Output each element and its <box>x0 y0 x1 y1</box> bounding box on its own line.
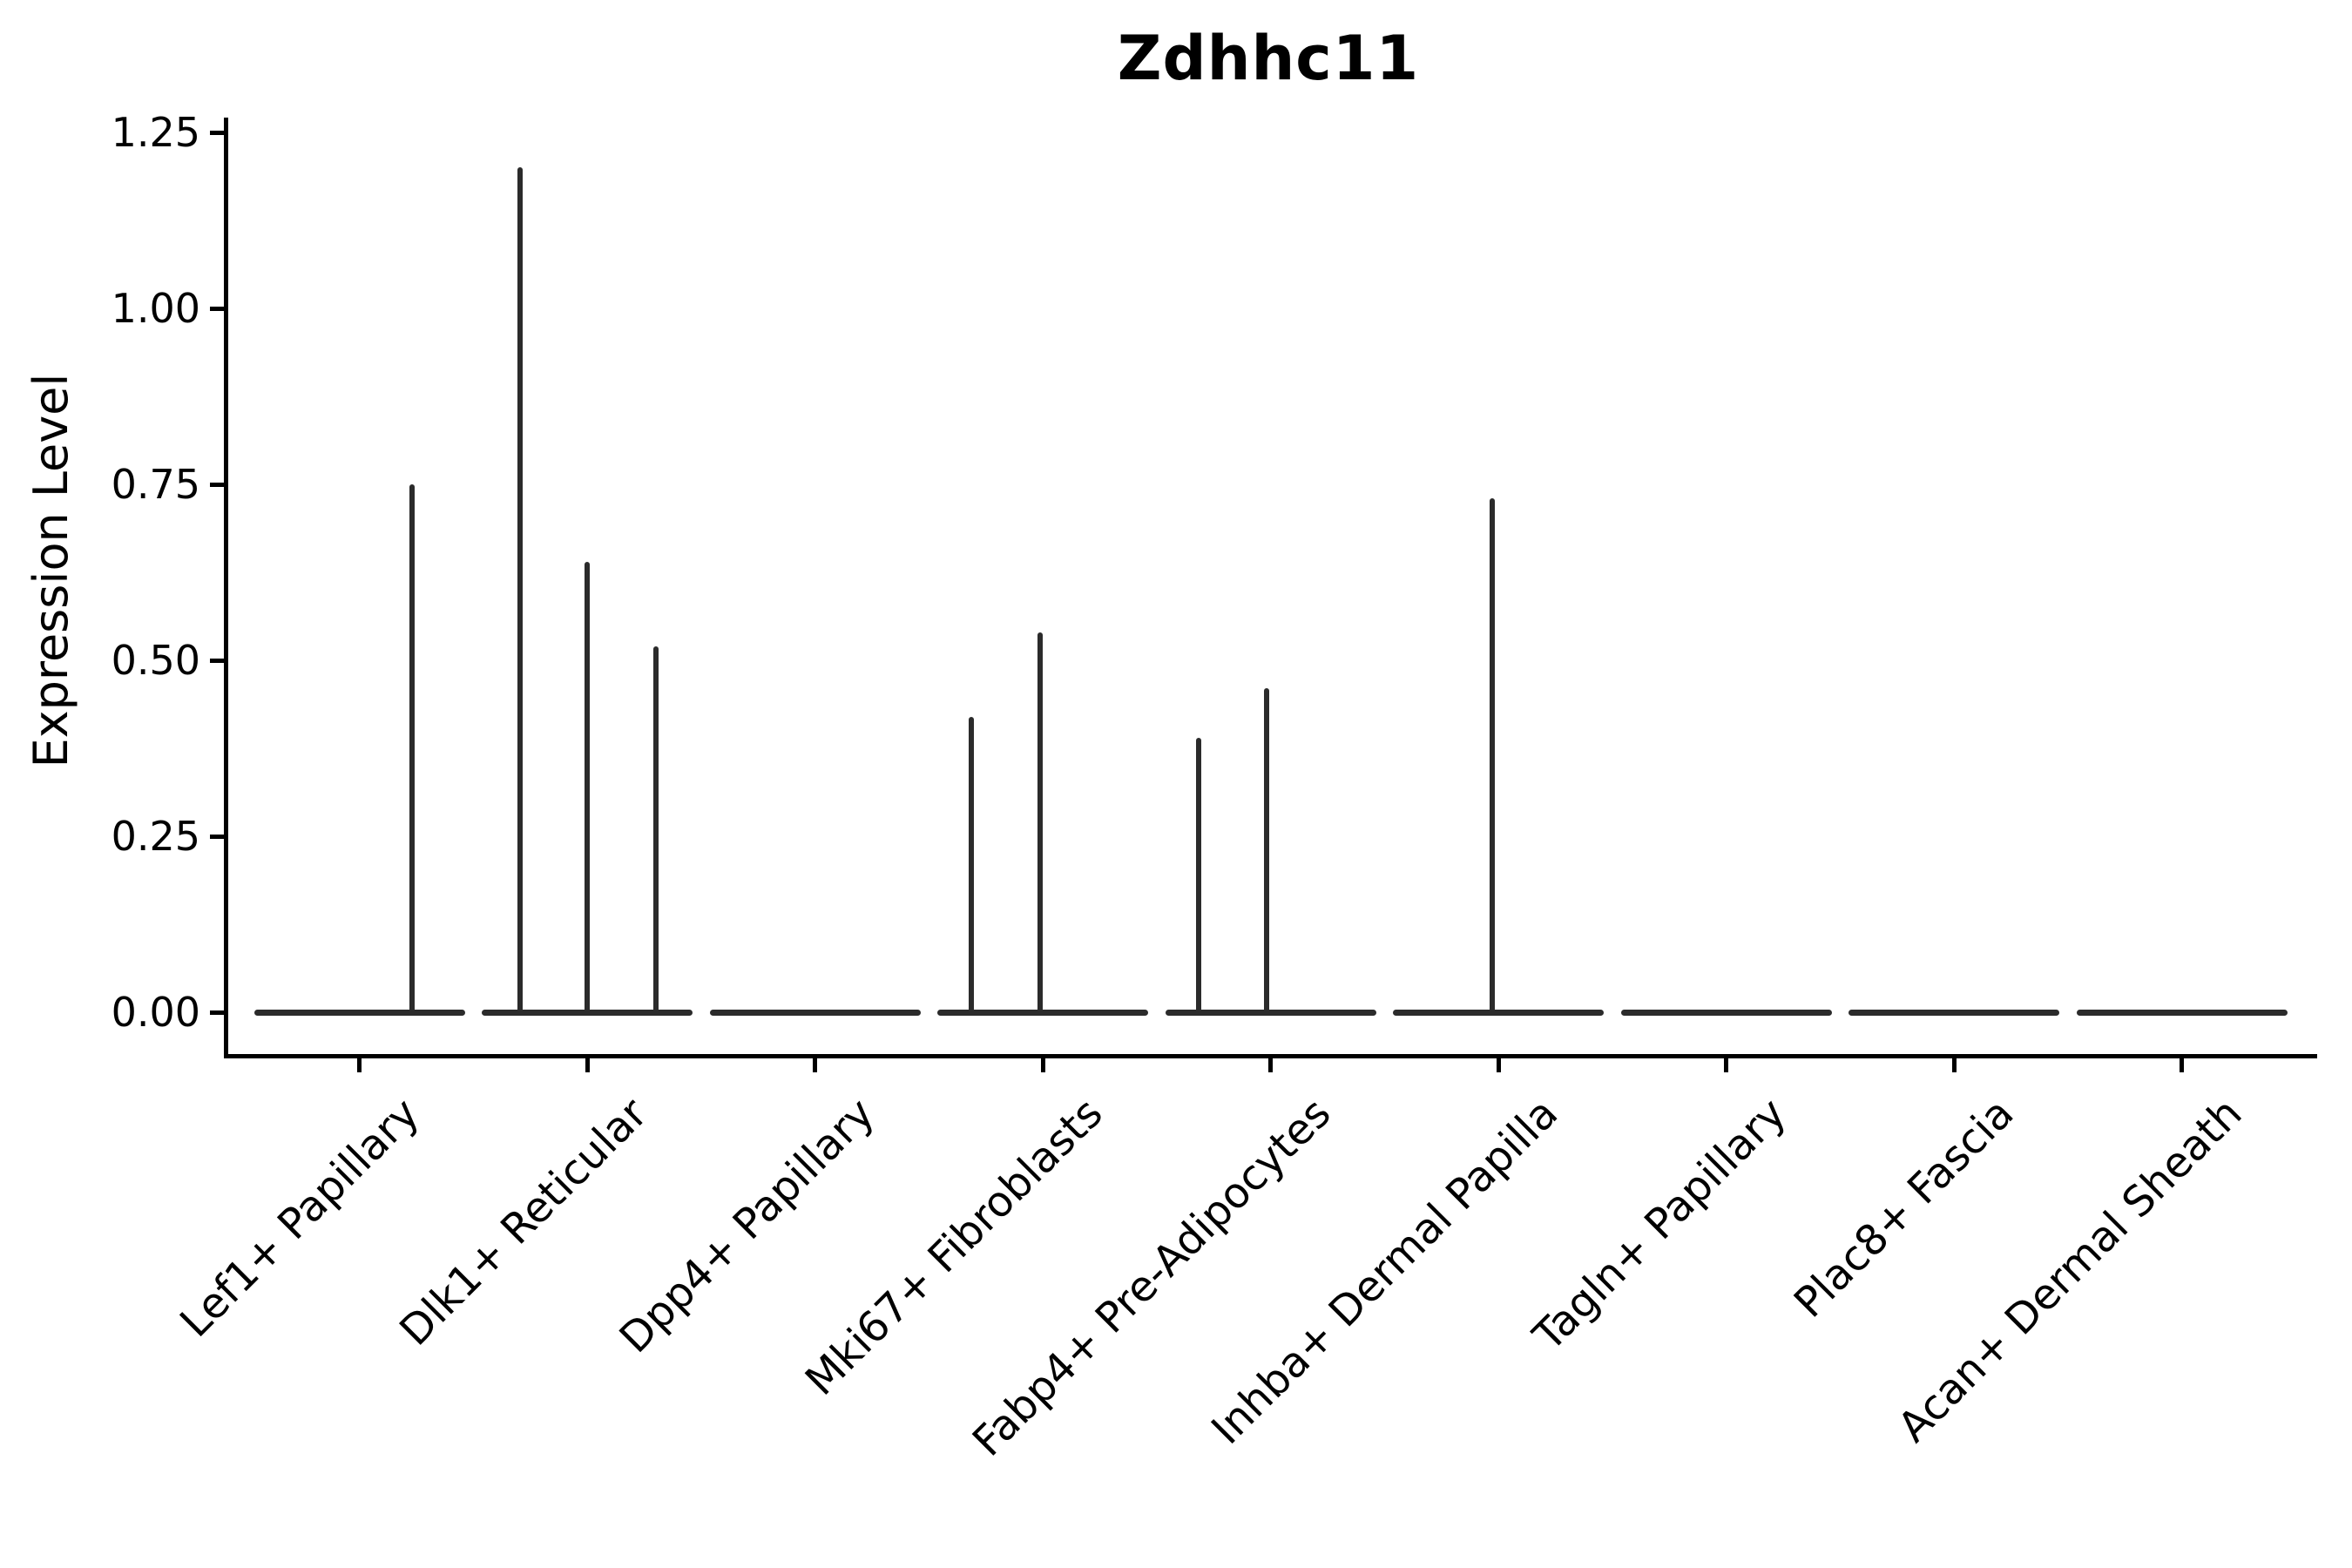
y-tick-label: 0.25 <box>111 813 200 860</box>
violin-spike <box>653 645 659 1015</box>
violin-spike <box>1490 498 1495 1015</box>
violin-spike <box>1195 737 1201 1015</box>
violin-spike <box>1037 632 1043 1015</box>
y-tick <box>210 1010 224 1015</box>
x-tick-label: Dlk1+ Reticular <box>389 1089 657 1355</box>
x-tick <box>357 1058 362 1072</box>
y-tick-label: 1.25 <box>111 109 200 156</box>
violin-baseline <box>709 1009 921 1016</box>
violin-spike <box>409 484 415 1015</box>
violin-baseline <box>1848 1009 2059 1016</box>
violin-baseline <box>1165 1009 1376 1016</box>
x-tick <box>1951 1058 1957 1072</box>
violin-baseline <box>937 1009 1148 1016</box>
violin-baseline <box>253 1009 465 1016</box>
x-tick <box>1496 1058 1501 1072</box>
violin-baseline <box>1393 1009 1604 1016</box>
y-tick <box>210 834 224 839</box>
x-tick-label: Lef1+ Papillary <box>171 1089 429 1347</box>
x-tick <box>1040 1058 1045 1072</box>
y-tick <box>210 482 224 487</box>
y-tick <box>210 306 224 311</box>
violin-spike <box>969 716 974 1015</box>
x-tick-label: Tagln+ Papillary <box>1524 1089 1796 1361</box>
x-tick <box>1724 1058 1728 1072</box>
y-tick <box>210 658 224 663</box>
violin-spike <box>517 167 523 1015</box>
x-tick <box>813 1058 817 1072</box>
y-tick-label: 0.50 <box>111 637 200 684</box>
y-tick-label: 0.00 <box>111 989 200 1036</box>
plot-title: Zdhhc11 <box>1117 23 1420 94</box>
x-tick-label: Plac8+ Fascia <box>1785 1089 2024 1328</box>
x-tick <box>585 1058 590 1072</box>
x-tick <box>1268 1058 1273 1072</box>
violin-baseline <box>1620 1009 1832 1016</box>
plot-area <box>224 118 2317 1058</box>
violin-spike <box>1263 688 1269 1015</box>
x-tick <box>2180 1058 2184 1072</box>
x-tick-label: Dpp4+ Papillary <box>611 1089 885 1363</box>
violin-spike <box>585 561 590 1015</box>
y-tick-label: 0.75 <box>111 461 200 508</box>
y-tick <box>210 130 224 135</box>
y-tick-label: 1.00 <box>111 285 200 332</box>
violin-baseline <box>2076 1009 2288 1016</box>
